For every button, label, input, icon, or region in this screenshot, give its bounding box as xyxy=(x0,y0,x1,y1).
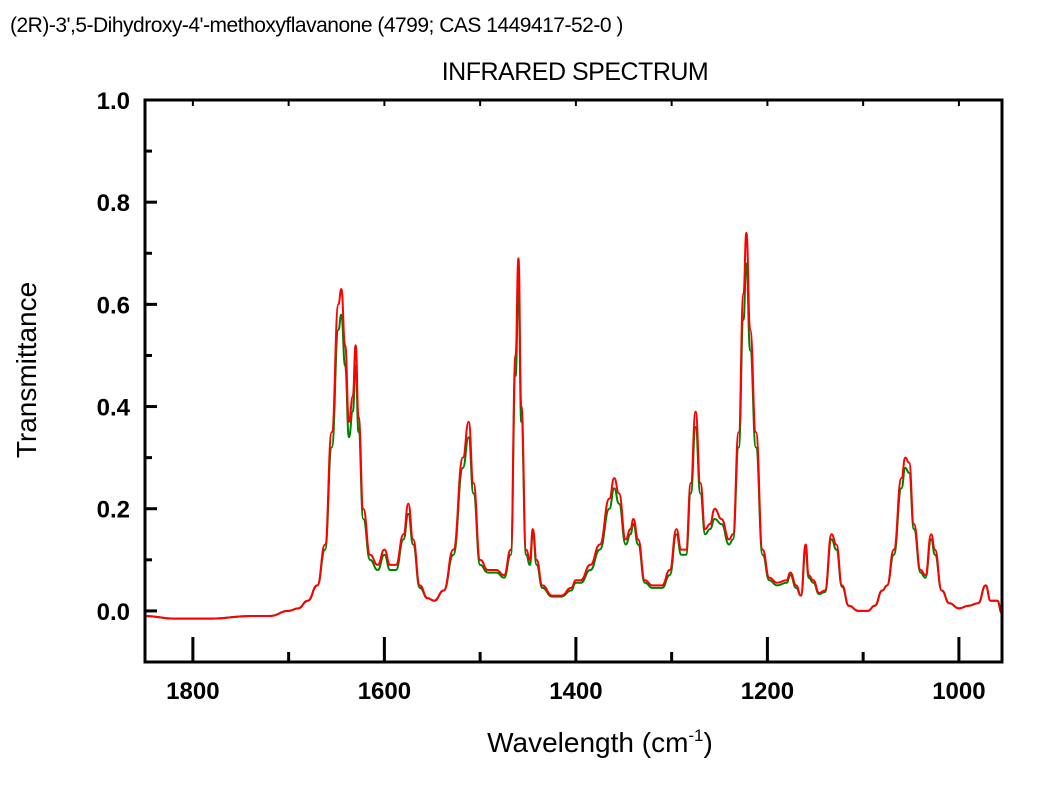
x-axis-label-sup: -1 xyxy=(688,726,703,745)
x-axis-label-base: Wavelength (cm xyxy=(487,727,688,758)
x-tick-label: 1800 xyxy=(166,678,219,705)
y-tick-label: 0.2 xyxy=(97,497,130,524)
x-tick-label: 1000 xyxy=(932,678,985,705)
y-tick-label: 1.0 xyxy=(97,88,130,115)
y-tick-label: 0.4 xyxy=(97,395,131,422)
tick-labels: 1800 1600 1400 1200 1000 0.0 0.2 0.4 0.6 0.8 1.0 xyxy=(97,88,986,705)
series-line-green xyxy=(144,262,1003,620)
spectrum-series xyxy=(144,231,1003,620)
x-axis-label: Wavelength (cm-1) xyxy=(487,726,713,758)
x-tick-label: 1200 xyxy=(741,678,794,705)
axis-ticks xyxy=(145,98,961,664)
plot-frame xyxy=(143,98,1004,664)
x-tick-label: 1400 xyxy=(549,678,602,705)
x-axis-label-end: ) xyxy=(704,727,713,758)
y-axis-label: Transmittance xyxy=(11,282,42,458)
y-tick-label: 0.6 xyxy=(97,292,130,319)
y-tick-label: 0.0 xyxy=(97,599,130,626)
x-tick-label: 1600 xyxy=(358,678,411,705)
y-tick-label: 0.8 xyxy=(97,190,130,217)
series-line-red xyxy=(144,231,1003,620)
compound-name: (2R)-3',5-Dihydroxy-4'-methoxyflavanone … xyxy=(10,14,623,37)
chart-title: INFRARED SPECTRUM xyxy=(441,58,709,86)
